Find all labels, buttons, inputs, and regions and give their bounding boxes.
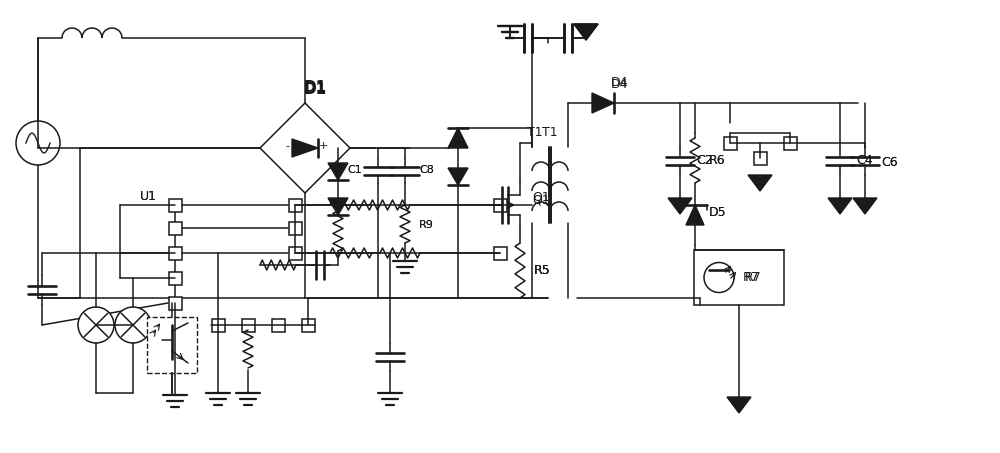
Text: U1: U1 (140, 191, 157, 203)
Bar (168, 246, 182, 260)
Bar (754, 151, 767, 164)
Polygon shape (592, 93, 614, 113)
Bar (147, 317, 197, 373)
Text: R5: R5 (534, 265, 551, 278)
Text: -: - (285, 141, 289, 151)
Text: C2: C2 (696, 154, 713, 168)
Bar (724, 136, 736, 149)
Circle shape (704, 262, 734, 293)
Polygon shape (328, 163, 348, 180)
Bar (272, 318, 285, 332)
Text: C8: C8 (419, 165, 434, 175)
Text: C1: C1 (347, 165, 362, 175)
Bar (288, 246, 302, 260)
Polygon shape (328, 198, 348, 215)
Text: R5: R5 (534, 265, 551, 278)
Text: R9: R9 (419, 220, 434, 230)
Bar (212, 318, 224, 332)
Text: R5: R5 (534, 265, 551, 278)
Text: D1: D1 (303, 82, 327, 97)
Text: Q1: Q1 (532, 193, 550, 207)
Text: R7: R7 (745, 271, 761, 284)
Polygon shape (292, 139, 318, 157)
Polygon shape (448, 168, 468, 185)
Polygon shape (828, 198, 852, 214)
Polygon shape (574, 24, 598, 40)
Polygon shape (448, 128, 468, 148)
Text: D5: D5 (709, 207, 727, 220)
Text: R6: R6 (709, 154, 726, 167)
Bar (694, 250, 784, 305)
Polygon shape (668, 198, 692, 214)
Text: R7: R7 (743, 271, 759, 284)
Polygon shape (727, 397, 751, 413)
Bar (302, 318, 314, 332)
Text: R9: R9 (419, 220, 434, 230)
Polygon shape (748, 175, 772, 191)
Bar (494, 198, 507, 212)
Circle shape (16, 121, 60, 165)
Circle shape (78, 307, 114, 343)
Text: D1: D1 (303, 81, 327, 96)
Bar (168, 271, 182, 284)
Bar (168, 222, 182, 235)
Bar (168, 297, 182, 309)
Text: U1: U1 (140, 191, 157, 203)
Polygon shape (574, 24, 598, 40)
Text: C2: C2 (696, 154, 713, 168)
Text: Q1: Q1 (532, 191, 550, 203)
Polygon shape (686, 205, 704, 225)
Text: R6: R6 (709, 154, 726, 167)
Polygon shape (853, 198, 877, 214)
Polygon shape (709, 270, 729, 285)
Bar (288, 198, 302, 212)
Text: +: + (318, 141, 328, 151)
Circle shape (115, 307, 151, 343)
Text: C4: C4 (856, 154, 873, 168)
Text: C6: C6 (881, 156, 898, 169)
Bar (168, 198, 182, 212)
Bar (242, 318, 254, 332)
Bar (494, 246, 507, 260)
Text: T1: T1 (542, 126, 558, 140)
Text: T1: T1 (527, 126, 543, 140)
Bar (288, 222, 302, 235)
Text: C8: C8 (419, 165, 434, 175)
Text: D4: D4 (611, 77, 629, 90)
Bar (784, 136, 796, 149)
Text: D5: D5 (709, 207, 727, 220)
Text: C1: C1 (347, 165, 362, 175)
Text: C4: C4 (856, 154, 873, 168)
Text: D4: D4 (611, 78, 629, 92)
Text: C6: C6 (881, 156, 898, 169)
